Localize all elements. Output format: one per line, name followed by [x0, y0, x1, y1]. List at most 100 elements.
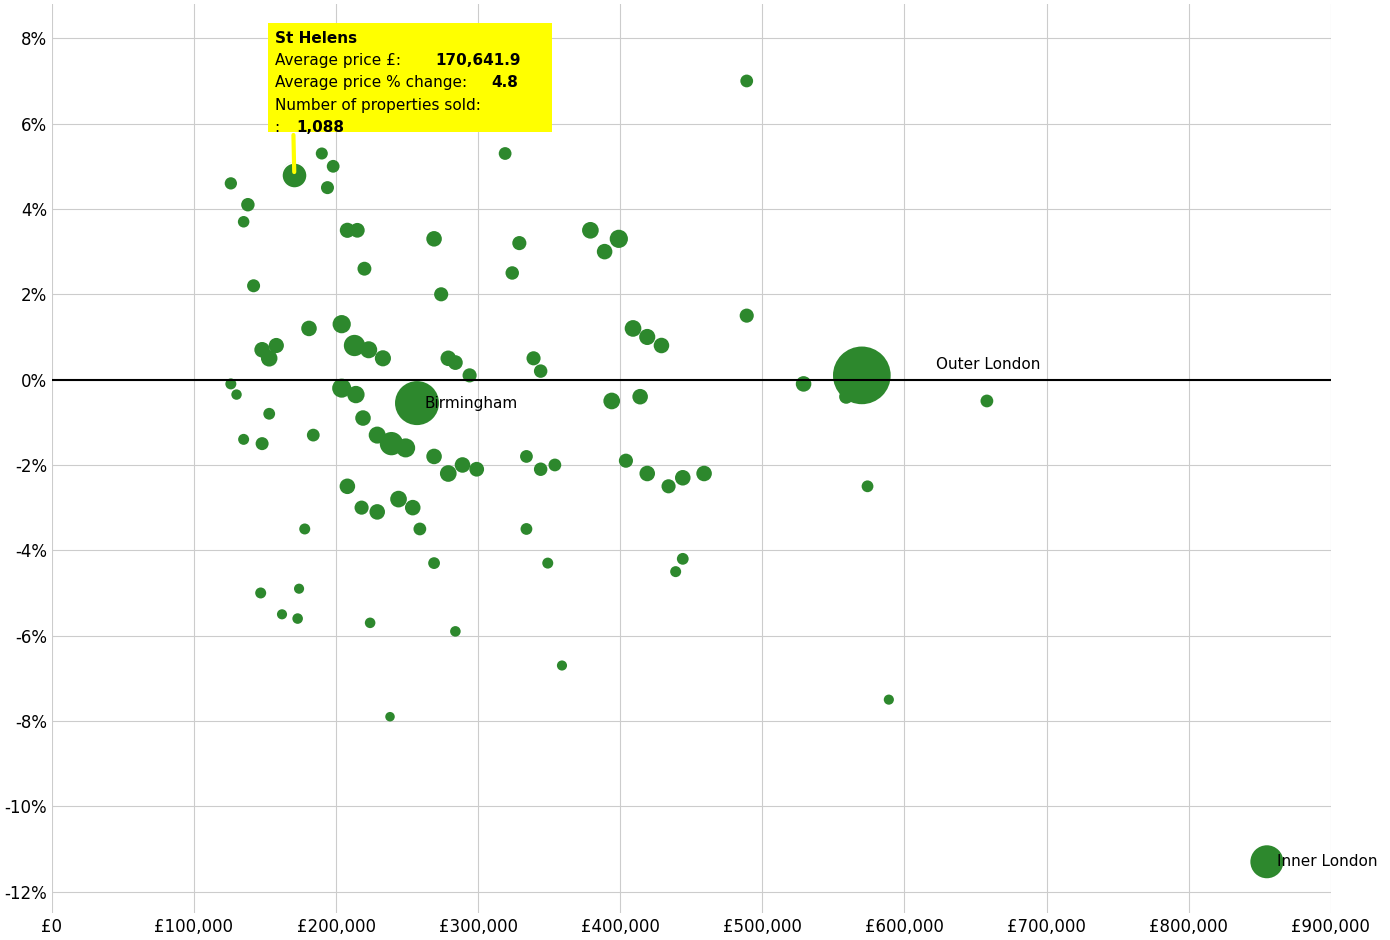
Point [550, 658, 573, 673]
Point [621, 321, 644, 336]
Point [352, 411, 374, 426]
Point [651, 338, 673, 353]
Point [395, 440, 417, 455]
Point [271, 607, 293, 622]
Point [317, 180, 339, 196]
Point [220, 176, 242, 191]
Point [452, 458, 474, 473]
Point [1255, 854, 1277, 870]
Point [523, 351, 545, 366]
Point [516, 522, 538, 537]
Point [438, 466, 460, 481]
Point [694, 466, 716, 481]
Point [530, 462, 552, 477]
Text: Birmingham: Birmingham [424, 396, 517, 411]
Point [664, 564, 687, 579]
Point [331, 317, 353, 332]
Text: Average price £:: Average price £: [275, 54, 410, 69]
Point [357, 342, 379, 357]
Point [252, 436, 274, 451]
Point [438, 351, 460, 366]
Point [371, 351, 393, 366]
Text: Outer London: Outer London [935, 357, 1040, 372]
Point [459, 368, 481, 383]
Point [343, 338, 366, 353]
Point [302, 428, 324, 443]
Point [735, 308, 758, 323]
Point [516, 449, 538, 464]
Point [242, 278, 264, 293]
Point [409, 522, 431, 537]
Text: 4.8: 4.8 [491, 75, 518, 90]
Point [232, 431, 254, 446]
Point [252, 342, 274, 357]
Point [265, 338, 288, 353]
Text: :: : [275, 119, 289, 134]
Point [250, 586, 272, 601]
Point [236, 197, 259, 212]
Point [336, 478, 359, 494]
Point [630, 389, 652, 404]
Point [637, 466, 659, 481]
Text: Number of properties sold:: Number of properties sold: [275, 98, 481, 113]
Point [366, 505, 388, 520]
Point [402, 500, 424, 515]
Point [345, 387, 367, 402]
Point [259, 351, 281, 366]
Point [388, 492, 410, 507]
Point [976, 394, 998, 409]
Point [331, 381, 353, 396]
Point [284, 167, 306, 182]
Point [406, 396, 428, 411]
Point [466, 462, 488, 477]
Point [600, 394, 623, 409]
Point [580, 223, 602, 238]
Point [493, 146, 516, 161]
Point [607, 231, 630, 246]
Point [835, 389, 858, 404]
Text: 170,641.9: 170,641.9 [435, 54, 521, 69]
Point [288, 581, 310, 596]
Point [225, 387, 247, 402]
Point [353, 261, 375, 276]
Point [311, 146, 334, 161]
Point [336, 223, 359, 238]
Point [445, 624, 467, 639]
Point [293, 522, 316, 537]
Point [381, 436, 403, 451]
Point [594, 244, 616, 259]
Point [346, 223, 368, 238]
Point [366, 428, 388, 443]
Point [509, 236, 531, 251]
Point [877, 692, 899, 707]
Point [637, 329, 659, 344]
Point [232, 214, 254, 229]
Point [537, 556, 559, 571]
Point [297, 321, 320, 336]
Point [851, 368, 873, 383]
Text: St Helens: St Helens [275, 31, 357, 46]
Point [502, 265, 524, 280]
Point [409, 398, 431, 413]
Point [735, 73, 758, 88]
Point [350, 500, 373, 515]
Point [220, 376, 242, 391]
Text: Inner London: Inner London [1277, 854, 1377, 870]
Point [530, 364, 552, 379]
Text: 1,088: 1,088 [296, 119, 345, 134]
FancyBboxPatch shape [268, 24, 552, 133]
Point [430, 287, 452, 302]
Point [792, 376, 815, 391]
Point [359, 616, 381, 631]
Point [379, 709, 402, 724]
Point [671, 470, 694, 485]
Point [543, 458, 566, 473]
Point [284, 167, 306, 182]
Point [286, 611, 309, 626]
Point [259, 406, 281, 421]
Point [614, 453, 637, 468]
Point [671, 552, 694, 567]
Point [445, 355, 467, 370]
Point [657, 478, 680, 494]
Point [423, 449, 445, 464]
